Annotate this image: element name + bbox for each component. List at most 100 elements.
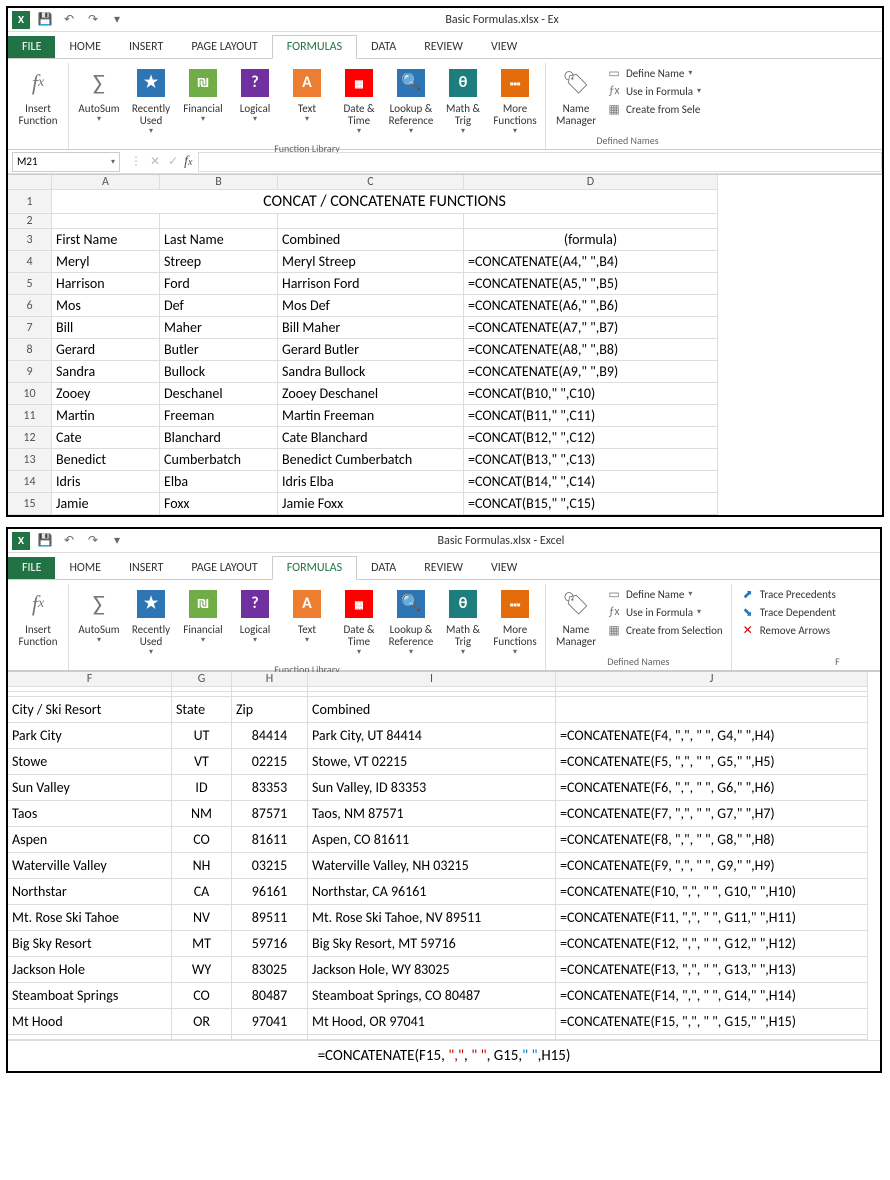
more-button[interactable]: ▪▪▪ More Functions▾ [489,584,541,661]
mathtrig-button[interactable]: θ Math & Trig▾ [437,63,489,140]
col-header[interactable]: J [556,672,868,687]
cell[interactable]: Big Sky Resort [8,931,172,957]
create-selection-button[interactable]: ▦Create from Selection [606,622,723,638]
cell[interactable]: MT [172,931,232,957]
cell[interactable]: Meryl [52,251,160,273]
cell[interactable]: WY [172,957,232,983]
cell[interactable]: Mos Def [278,295,464,317]
cell[interactable]: Mt Hood, OR 97041 [308,1009,556,1035]
row-header[interactable]: 15 [8,493,52,515]
tab-review[interactable]: REVIEW [410,557,477,579]
cell[interactable]: Waterville Valley [8,853,172,879]
worksheet-grid[interactable]: ABCD1CONCAT / CONCATENATE FUNCTIONS23Fir… [8,174,882,515]
cell[interactable]: Combined [308,697,556,723]
cell[interactable]: =CONCATENATE(F15, ",", " ", G15," ",H15) [556,1009,868,1035]
cell[interactable]: Stowe, VT 02215 [308,749,556,775]
define-name-button[interactable]: ▭Define Name ▾ [606,65,701,81]
cell[interactable]: =CONCATENATE(F12, ",", " ", G12," ",H12) [556,931,868,957]
cell[interactable]: Martin Freeman [278,405,464,427]
cell[interactable]: =CONCAT(B15," ",C15) [464,493,718,515]
text-button[interactable]: A Text▾ [281,63,333,128]
remove-arrows-button[interactable]: ✕Remove Arrows [740,622,836,638]
merged-title-cell[interactable]: CONCAT / CONCATENATE FUNCTIONS [52,190,718,214]
cell[interactable]: Northstar [8,879,172,905]
row-header[interactable]: 6 [8,295,52,317]
row-header[interactable]: 8 [8,339,52,361]
cell[interactable]: CO [172,983,232,1009]
cell[interactable]: Meryl Streep [278,251,464,273]
cell[interactable]: Blanchard [160,427,278,449]
tab-pagelayout[interactable]: PAGE LAYOUT [177,36,271,58]
cell[interactable]: 03215 [232,853,308,879]
cell[interactable]: =CONCATENATE(A4," ",B4) [464,251,718,273]
tab-view[interactable]: VIEW [477,557,531,579]
cell[interactable]: Bullock [160,361,278,383]
cell[interactable]: Aspen [8,827,172,853]
row-header[interactable]: 12 [8,427,52,449]
use-in-formula-button[interactable]: ƒxUse in Formula ▾ [606,604,723,620]
cell[interactable]: =CONCATENATE(F8, ",", " ", G8," ",H8) [556,827,868,853]
tab-home[interactable]: HOME [55,557,115,579]
cell[interactable]: First Name [52,229,160,251]
save-icon[interactable]: 💾 [36,532,54,550]
cell[interactable]: Deschanel [160,383,278,405]
tab-formulas[interactable]: FORMULAS [272,556,357,580]
cell[interactable]: Ford [160,273,278,295]
recently-used-button[interactable]: ★ Recently Used▾ [125,584,177,661]
trace-dependents-button[interactable]: ⬊Trace Dependent [740,604,836,620]
cell[interactable]: =CONCAT(B13," ",C13) [464,449,718,471]
cell[interactable]: Steamboat Springs [8,983,172,1009]
cell[interactable]: Mos [52,295,160,317]
cell[interactable]: Zip [232,697,308,723]
cell[interactable]: CO [172,827,232,853]
logical-button[interactable]: ? Logical▾ [229,63,281,128]
logical-button[interactable]: ? Logical▾ [229,584,281,649]
financial-button[interactable]: ₪ Financial▾ [177,584,229,649]
cell[interactable]: Idris [52,471,160,493]
cell[interactable]: 83353 [232,775,308,801]
cell[interactable]: Cate Blanchard [278,427,464,449]
qat-dropdown-icon[interactable]: ▾ [108,532,126,550]
create-selection-button[interactable]: ▦Create from Sele [606,101,701,117]
col-header[interactable]: F [8,672,172,687]
col-header[interactable]: H [232,672,308,687]
col-header[interactable]: B [160,175,278,190]
cell[interactable] [278,214,464,229]
row-header[interactable]: 2 [8,214,52,229]
col-header[interactable]: A [52,175,160,190]
cell[interactable]: Gerard [52,339,160,361]
cell[interactable]: Cumberbatch [160,449,278,471]
cell[interactable]: Martin [52,405,160,427]
enter-icon[interactable]: ✓ [168,154,178,169]
cell[interactable]: Sandra [52,361,160,383]
cell[interactable]: 87571 [232,801,308,827]
cell[interactable]: Gerard Butler [278,339,464,361]
col-header[interactable]: I [308,672,556,687]
qat-dropdown-icon[interactable]: ▾ [108,11,126,29]
text-button[interactable]: A Text▾ [281,584,333,649]
tab-file[interactable]: FILE [8,36,55,58]
col-header[interactable]: D [464,175,718,190]
datetime-button[interactable]: ▦ Date & Time▾ [333,584,385,661]
recently-used-button[interactable]: ★ Recently Used▾ [125,63,177,140]
cell[interactable] [556,697,868,723]
tab-pagelayout[interactable]: PAGE LAYOUT [177,557,271,579]
cell[interactable]: =CONCATENATE(F4, ",", " ", G4," ",H4) [556,723,868,749]
undo-icon[interactable]: ↶ [60,11,78,29]
cell[interactable]: NV [172,905,232,931]
cell[interactable]: Foxx [160,493,278,515]
cell[interactable]: Combined [278,229,464,251]
cell[interactable]: Cate [52,427,160,449]
cell[interactable]: Sun Valley [8,775,172,801]
financial-button[interactable]: ₪ Financial▾ [177,63,229,128]
cell[interactable]: Butler [160,339,278,361]
cell[interactable]: Park City, UT 84414 [308,723,556,749]
cell[interactable]: =CONCATENATE(A9," ",B9) [464,361,718,383]
cell[interactable]: Taos [8,801,172,827]
cell[interactable]: Jackson Hole [8,957,172,983]
lookup-button[interactable]: 🔍 Lookup & Reference▾ [385,584,437,661]
cell[interactable]: Benedict Cumberbatch [278,449,464,471]
cell[interactable]: Steamboat Springs, CO 80487 [308,983,556,1009]
cell[interactable]: =CONCATENATE(F13, ",", " ", G13," ",H13) [556,957,868,983]
cell[interactable]: =CONCAT(B14," ",C14) [464,471,718,493]
